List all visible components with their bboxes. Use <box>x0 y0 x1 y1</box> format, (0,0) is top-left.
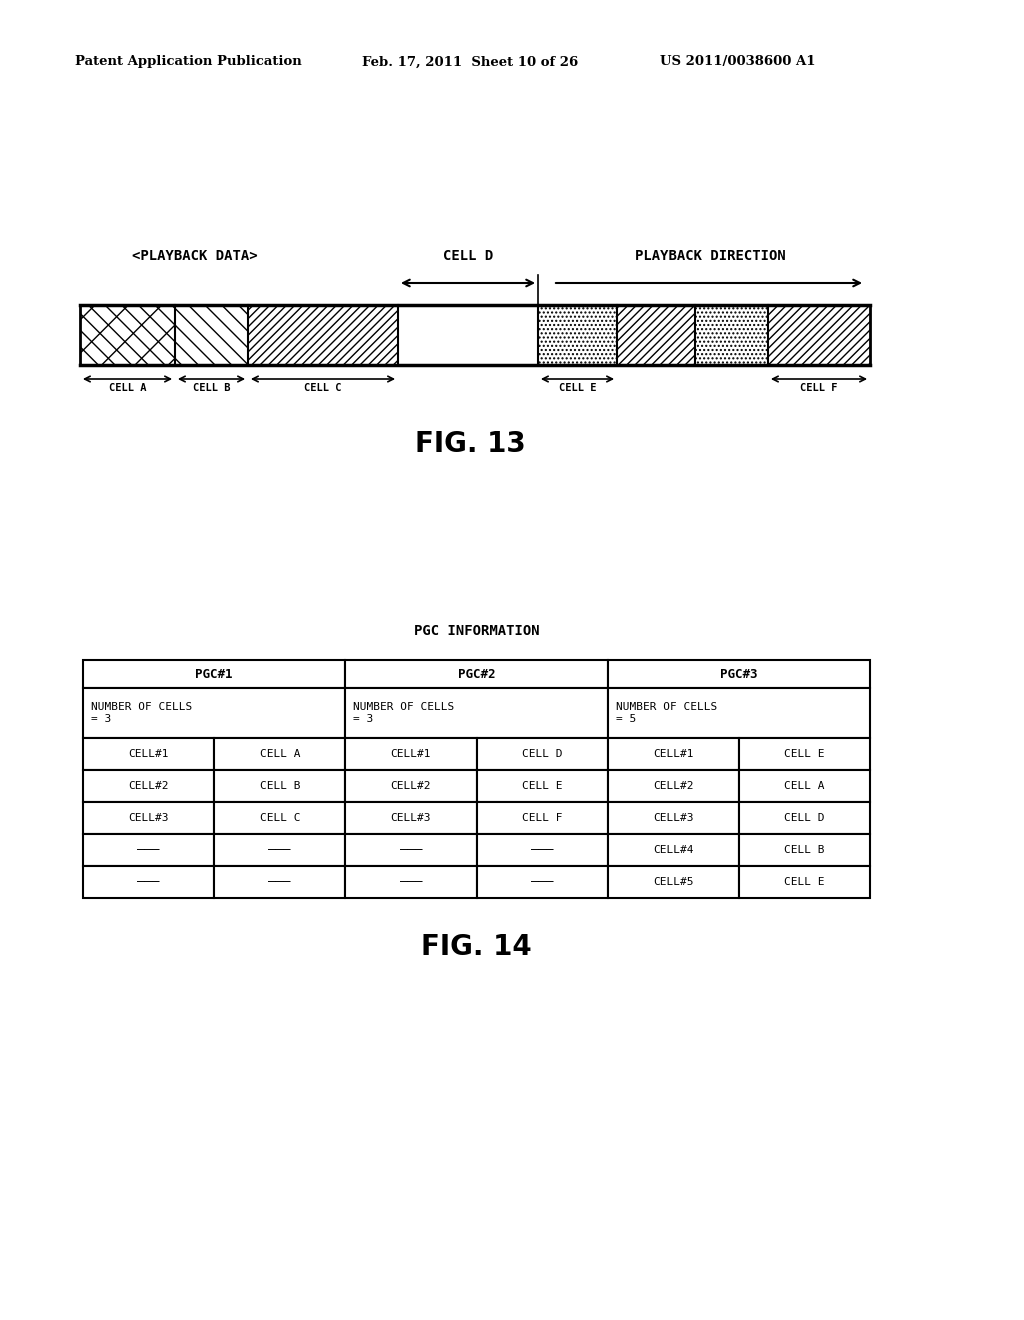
Bar <box>345 866 476 898</box>
Bar <box>607 803 739 834</box>
Bar <box>83 660 345 688</box>
Bar <box>83 866 214 898</box>
Text: ———: ——— <box>530 843 553 857</box>
Bar <box>83 688 345 738</box>
Text: CELL E: CELL E <box>559 383 596 393</box>
Text: US 2011/0038600 A1: US 2011/0038600 A1 <box>660 55 815 69</box>
Text: CELL#3: CELL#3 <box>653 813 693 822</box>
Text: Patent Application Publication: Patent Application Publication <box>75 55 302 69</box>
Text: CELL A: CELL A <box>109 383 146 393</box>
Bar <box>80 305 870 366</box>
Bar <box>617 305 695 366</box>
Text: CELL D: CELL D <box>442 249 494 263</box>
Bar <box>739 770 870 803</box>
Bar <box>83 803 214 834</box>
Text: ———: ——— <box>137 875 160 888</box>
Text: PGC#1: PGC#1 <box>196 668 232 681</box>
Text: CELL#1: CELL#1 <box>653 748 693 759</box>
Bar <box>538 305 617 366</box>
Text: ———: ——— <box>399 843 422 857</box>
Text: CELL#4: CELL#4 <box>653 845 693 855</box>
Bar <box>607 866 739 898</box>
Bar <box>739 738 870 770</box>
Bar <box>214 803 345 834</box>
Text: CELL D: CELL D <box>522 748 562 759</box>
Text: ———: ——— <box>137 843 160 857</box>
Bar <box>214 738 345 770</box>
Bar <box>739 834 870 866</box>
Bar <box>83 738 214 770</box>
Bar <box>345 688 607 738</box>
Bar <box>476 866 607 898</box>
Bar <box>214 770 345 803</box>
Text: CELL#3: CELL#3 <box>391 813 431 822</box>
Bar <box>739 866 870 898</box>
Bar <box>476 738 607 770</box>
Text: CELL E: CELL E <box>784 876 824 887</box>
Text: ———: ——— <box>268 843 291 857</box>
Bar <box>607 738 739 770</box>
Bar <box>398 305 538 366</box>
Text: CELL B: CELL B <box>259 781 300 791</box>
Text: NUMBER OF CELLS
= 5: NUMBER OF CELLS = 5 <box>615 702 717 723</box>
Text: FIG. 14: FIG. 14 <box>421 933 531 961</box>
Bar <box>345 803 476 834</box>
Text: CELL#2: CELL#2 <box>391 781 431 791</box>
Bar <box>607 660 870 688</box>
Bar <box>607 770 739 803</box>
Bar <box>345 738 476 770</box>
Text: CELL E: CELL E <box>784 748 824 759</box>
Text: CELL#3: CELL#3 <box>128 813 169 822</box>
Text: CELL#2: CELL#2 <box>653 781 693 791</box>
Bar <box>476 834 607 866</box>
Bar <box>476 803 607 834</box>
Bar <box>345 834 476 866</box>
Text: ———: ——— <box>399 875 422 888</box>
Text: PGC#3: PGC#3 <box>720 668 758 681</box>
Bar <box>248 305 398 366</box>
Text: CELL#1: CELL#1 <box>128 748 169 759</box>
Text: CELL#5: CELL#5 <box>653 876 693 887</box>
Text: ———: ——— <box>530 875 553 888</box>
Bar <box>476 770 607 803</box>
Text: NUMBER OF CELLS
= 3: NUMBER OF CELLS = 3 <box>353 702 455 723</box>
Text: NUMBER OF CELLS
= 3: NUMBER OF CELLS = 3 <box>91 702 193 723</box>
Text: Feb. 17, 2011  Sheet 10 of 26: Feb. 17, 2011 Sheet 10 of 26 <box>362 55 579 69</box>
Bar <box>695 305 768 366</box>
Bar <box>83 834 214 866</box>
Text: CELL B: CELL B <box>193 383 230 393</box>
Text: PGC#2: PGC#2 <box>458 668 496 681</box>
Text: ———: ——— <box>268 875 291 888</box>
Bar <box>80 305 175 366</box>
Text: CELL D: CELL D <box>784 813 824 822</box>
Text: <PLAYBACK DATA>: <PLAYBACK DATA> <box>132 249 258 263</box>
Text: CELL A: CELL A <box>784 781 824 791</box>
Bar <box>345 660 607 688</box>
Text: CELL A: CELL A <box>259 748 300 759</box>
Bar <box>345 770 476 803</box>
Bar <box>768 305 870 366</box>
Bar <box>214 834 345 866</box>
Text: CELL C: CELL C <box>304 383 342 393</box>
Text: FIG. 13: FIG. 13 <box>415 430 525 458</box>
Text: PGC INFORMATION: PGC INFORMATION <box>414 624 540 638</box>
Text: CELL C: CELL C <box>259 813 300 822</box>
Text: CELL#1: CELL#1 <box>391 748 431 759</box>
Bar <box>607 834 739 866</box>
Text: CELL E: CELL E <box>522 781 562 791</box>
Bar <box>607 688 870 738</box>
Bar <box>214 866 345 898</box>
Bar <box>80 305 175 366</box>
Text: CELL#2: CELL#2 <box>128 781 169 791</box>
Bar <box>739 803 870 834</box>
Text: PLAYBACK DIRECTION: PLAYBACK DIRECTION <box>635 249 785 263</box>
Text: CELL F: CELL F <box>800 383 838 393</box>
Text: CELL B: CELL B <box>784 845 824 855</box>
Bar <box>175 305 248 366</box>
Bar <box>83 770 214 803</box>
Text: CELL F: CELL F <box>522 813 562 822</box>
